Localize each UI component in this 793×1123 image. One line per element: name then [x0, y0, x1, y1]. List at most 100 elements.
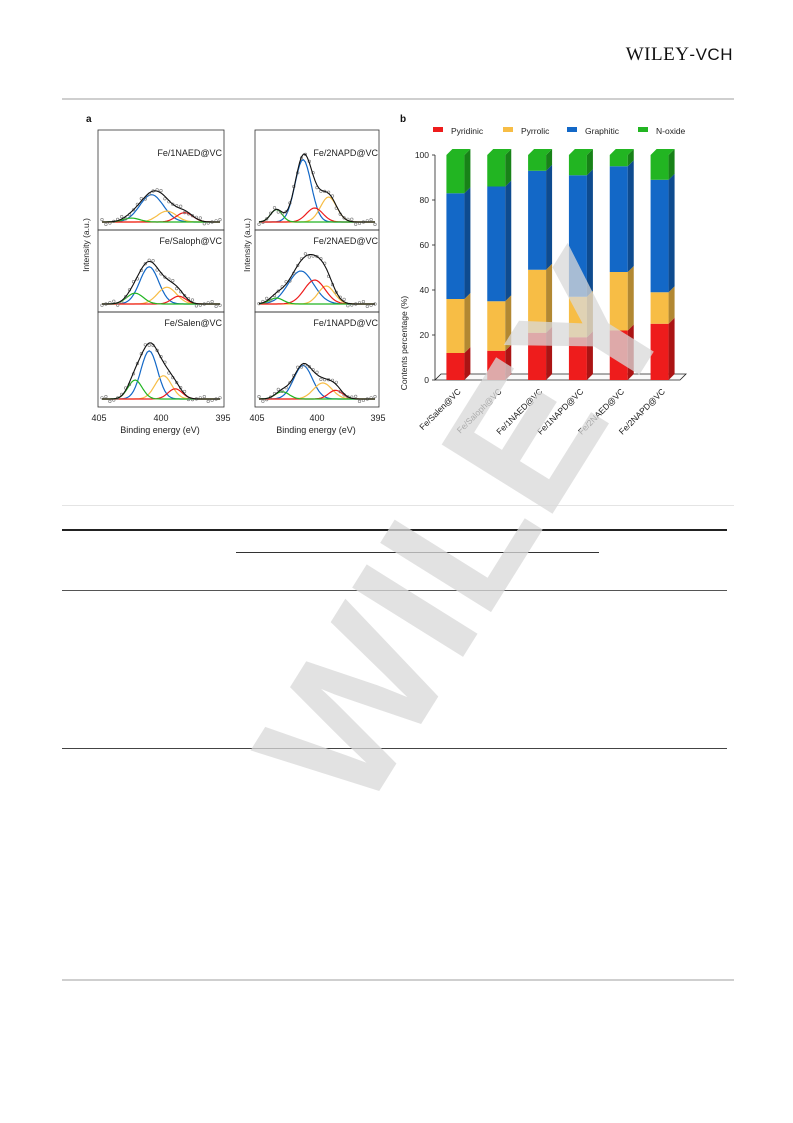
xps-data-point — [116, 303, 120, 307]
xps-data-point — [288, 381, 292, 385]
bar-side-pyridinic — [586, 331, 593, 380]
xps-data-point — [303, 252, 307, 256]
legend-label-n-oxide: N-oxide — [656, 126, 686, 136]
xps-data-point — [202, 395, 206, 399]
bar-side-graphitic — [627, 160, 634, 272]
bar-top-face — [568, 149, 593, 155]
bar-side-n-oxide — [627, 149, 634, 167]
bar-side-pyrrolic — [464, 293, 471, 353]
xps-data-point — [210, 300, 214, 304]
xps-data-point — [350, 217, 354, 221]
xps-data-point — [175, 380, 179, 385]
xps-right-x-label: Binding energy (eV) — [276, 425, 356, 435]
xps-data-point — [361, 300, 366, 304]
xps-data-point — [155, 348, 159, 352]
xps-data-point — [315, 254, 319, 259]
bar-side-graphitic — [464, 187, 471, 299]
bar-top-face — [650, 149, 675, 155]
bar-side-graphitic — [668, 173, 675, 293]
bar-segment-graphitic — [609, 166, 628, 272]
bar-segment-n-oxide — [650, 155, 669, 180]
bar-segment-pyrrolic — [487, 301, 506, 351]
xps-left-tick-395: 395 — [215, 413, 230, 423]
bar-side-pyridinic — [464, 347, 471, 380]
xps-data-point — [315, 370, 319, 374]
xps-data-point — [342, 297, 346, 301]
xps-data-point — [171, 279, 175, 283]
bar-segment-pyrrolic — [446, 299, 465, 353]
xps-data-point — [182, 389, 187, 394]
xps-data-point — [357, 399, 362, 404]
bar-side-pyridinic — [627, 324, 634, 380]
xps-data-point — [280, 389, 284, 394]
y-tick-label-100: 100 — [415, 150, 429, 160]
xps-label-2naed: Fe/2NAED@VC — [313, 236, 378, 246]
nitrogen-content-bar-chart: Pyridinic Pyrrolic Graphitic N-oxide 0 20 40 6… — [399, 126, 687, 437]
xps-right-tick-400: 400 — [309, 413, 324, 423]
xps-fit-peak — [102, 217, 220, 223]
bar-side-graphitic — [586, 169, 593, 297]
legend-label-pyridinic: Pyridinic — [451, 126, 484, 136]
legend-label-pyrrolic: Pyrrolic — [521, 126, 550, 136]
y-tick-label-80: 80 — [420, 195, 430, 205]
bar-segment-graphitic — [528, 170, 547, 270]
xps-data-point — [143, 197, 147, 201]
bar-side-graphitic — [546, 164, 553, 270]
xps-envelope — [258, 153, 375, 223]
bar-segment-pyrrolic — [568, 296, 587, 338]
bar-segment-pyridinic — [568, 337, 587, 380]
xps-data-point — [108, 399, 112, 404]
bar-segment-n-oxide — [487, 155, 506, 187]
table-caption-rule — [62, 505, 734, 506]
bar-segment-pyrrolic — [650, 292, 669, 324]
bar-side-n-oxide — [464, 149, 471, 194]
xps-envelope — [102, 190, 220, 223]
xps-data-point — [139, 196, 143, 201]
xps-data-point — [265, 217, 269, 221]
xps-data-point — [163, 197, 167, 201]
bar-top-face — [487, 149, 512, 155]
bar-segment-n-oxide — [568, 155, 587, 176]
xps-data-point — [186, 397, 191, 402]
bar-side-pyrrolic — [627, 266, 634, 331]
xps-label-salen: Fe/Salen@VC — [164, 318, 222, 328]
xps-data-point — [354, 394, 358, 399]
xps-data-point — [104, 222, 108, 226]
bar-side-n-oxide — [668, 149, 675, 180]
xps-data-point — [334, 380, 338, 384]
xps-data-point — [147, 343, 151, 347]
bar-side-pyrrolic — [586, 290, 593, 338]
xps-label-saloph: Fe/Saloph@VC — [159, 236, 222, 246]
legend-swatch-pyridinic — [433, 127, 443, 132]
xps-data-point — [373, 222, 377, 226]
bar-side-n-oxide — [546, 149, 553, 171]
xps-data-point — [194, 304, 198, 308]
bar-segment-n-oxide — [446, 155, 465, 194]
bar-top-face — [609, 149, 634, 155]
xps-left-tick-400: 400 — [153, 413, 168, 423]
y-tick-label-60: 60 — [420, 240, 430, 250]
panel-a-letter: a — [86, 114, 92, 125]
xps-data-point — [159, 188, 163, 193]
xps-data-point — [104, 395, 108, 399]
xps-data-point — [120, 214, 124, 219]
xps-data-point — [257, 222, 261, 226]
xps-right-tick-405: 405 — [249, 413, 264, 423]
xps-data-point — [373, 395, 377, 399]
chart-y-label: Contents percentage (%) — [399, 296, 409, 391]
xps-right-tick-395: 395 — [370, 413, 385, 423]
bar-segment-pyridinic — [487, 350, 506, 380]
bar-segment-pyrrolic — [609, 272, 628, 331]
xps-data-point — [346, 304, 350, 308]
xps-y-label-right: Intensity (a.u.) — [242, 218, 252, 272]
xps-data-point — [190, 214, 195, 218]
xps-data-point — [319, 377, 323, 382]
xps-data-point — [190, 298, 195, 302]
bar-side-graphitic — [505, 180, 512, 302]
xps-data-point — [307, 255, 311, 259]
y-tick-label-0: 0 — [424, 375, 429, 385]
xps-label-2napd: Fe/2NAPD@VC — [313, 148, 378, 158]
xps-data-point — [131, 208, 136, 212]
xps-envelope — [258, 362, 375, 400]
